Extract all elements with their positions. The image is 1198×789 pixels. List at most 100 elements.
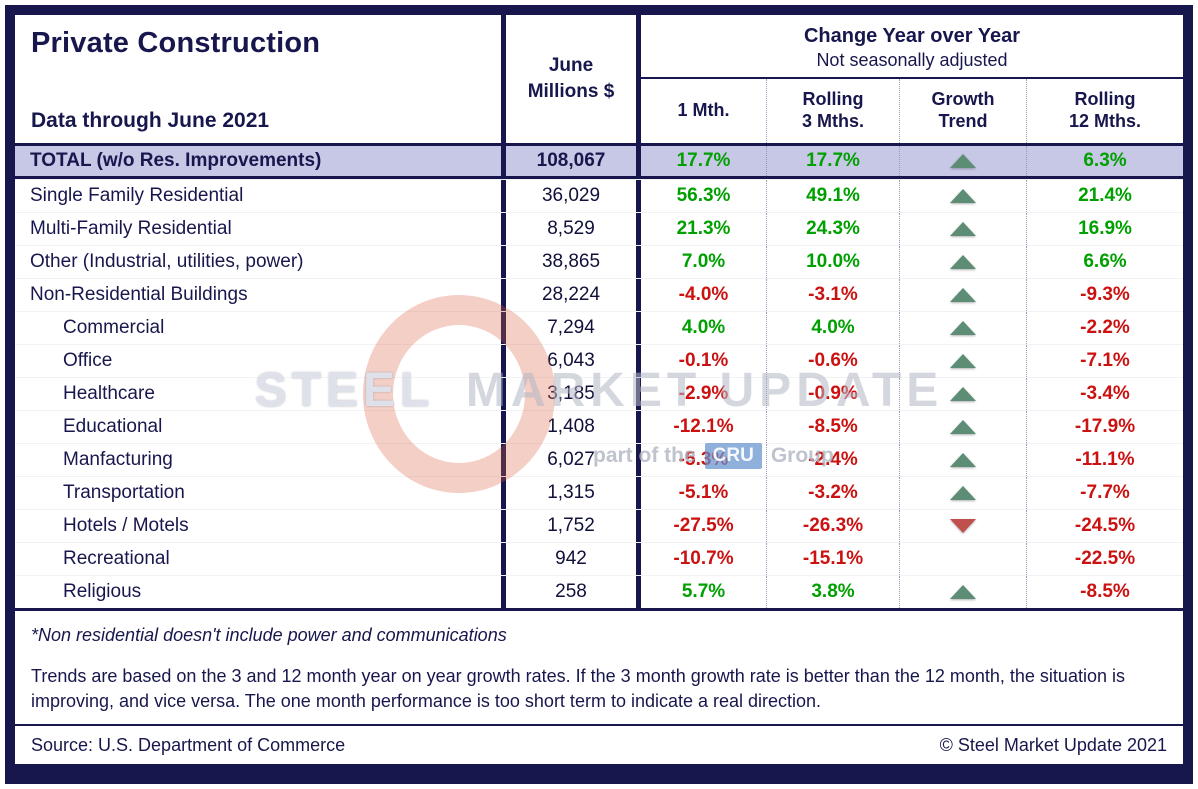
row-1mth-pct: 56.3% xyxy=(676,185,731,206)
source-label: Source: U.S. Department of Commerce xyxy=(31,734,346,755)
row-growth-trend xyxy=(899,444,1026,476)
table-header: Private Construction Data through June 2… xyxy=(15,15,1183,146)
row-growth-trend xyxy=(899,146,1026,176)
row-label: Healthcare xyxy=(63,383,155,404)
row-1mth-pct: -4.0% xyxy=(678,284,729,305)
trend-arrow-icon xyxy=(950,255,976,269)
row-1mth-pct: 4.0% xyxy=(681,317,726,338)
row-12mths-pct: -7.1% xyxy=(1026,345,1183,377)
row-3mths-pct: -26.3% xyxy=(766,510,899,542)
row-3mths-pct: 3.8% xyxy=(766,576,899,608)
trend-arrow-icon xyxy=(950,222,976,236)
change-subheaders: 1 Mth. Rolling 3 Mths. Growth Trend Roll… xyxy=(641,79,1183,143)
row-growth-trend xyxy=(899,411,1026,443)
table-row: Non-Residential Buildings 28,224 -4.0% -… xyxy=(15,278,1183,311)
row-label: Office xyxy=(63,350,113,371)
row-3mths-pct: 49.1% xyxy=(766,180,899,212)
row-3mths-pct: 4.0% xyxy=(766,312,899,344)
row-1mth-pct: 17.7% xyxy=(676,150,731,171)
row-12mths-pct: 21.4% xyxy=(1026,180,1183,212)
row-3mths-pct: -3.1% xyxy=(766,279,899,311)
row-millions: 6,027 xyxy=(501,444,641,476)
trend-arrow-icon xyxy=(950,585,976,599)
row-3mths-pct: 17.7% xyxy=(766,146,899,176)
row-growth-trend xyxy=(899,378,1026,410)
row-growth-trend xyxy=(899,510,1026,542)
change-group-title: Change Year over Year xyxy=(803,25,1021,47)
row-12mths-pct: 16.9% xyxy=(1026,213,1183,245)
row-3mths-pct: -2.4% xyxy=(766,444,899,476)
row-3mths-pct: -0.9% xyxy=(766,378,899,410)
trend-arrow-icon xyxy=(950,288,976,302)
millions-header-line1: June xyxy=(548,55,594,77)
table-row: Recreational 942 -10.7% -15.1% -22.5% xyxy=(15,542,1183,575)
row-3mths-pct: 10.0% xyxy=(766,246,899,278)
trend-arrow-icon xyxy=(950,453,976,467)
row-12mths-pct: 6.6% xyxy=(1026,246,1183,278)
table-row: Healthcare 3,185 -2.9% -0.9% -3.4% xyxy=(15,377,1183,410)
column-group-change: Change Year over Year Not seasonally adj… xyxy=(641,15,1183,143)
table-row: Educational 1,408 -12.1% -8.5% -17.9% xyxy=(15,410,1183,443)
row-millions: 7,294 xyxy=(501,312,641,344)
row-12mths-pct: 6.3% xyxy=(1026,146,1183,176)
table-row: Manfacturing 6,027 -5.3% -2.4% -11.1% xyxy=(15,443,1183,476)
row-growth-trend xyxy=(899,543,1026,575)
trend-arrow-icon xyxy=(950,420,976,434)
row-1mth-pct: -0.1% xyxy=(678,350,729,371)
row-label: Transportation xyxy=(63,482,185,503)
row-12mths-pct: -11.1% xyxy=(1026,444,1183,476)
row-1mth-pct: -2.9% xyxy=(678,383,729,404)
row-label: Manfacturing xyxy=(63,449,173,470)
row-1mth-pct: -5.1% xyxy=(678,482,729,503)
row-millions: 1,408 xyxy=(501,411,641,443)
row-1mth-pct: -27.5% xyxy=(673,515,734,536)
row-12mths-pct: -8.5% xyxy=(1026,576,1183,608)
row-growth-trend xyxy=(899,213,1026,245)
row-millions: 942 xyxy=(501,543,641,575)
report-body: STEEL MARKET UPDATE part of the CRU Grou… xyxy=(15,15,1183,764)
row-label: Commercial xyxy=(63,317,165,338)
trend-arrow-icon xyxy=(950,321,976,335)
row-1mth-pct: 7.0% xyxy=(681,251,726,272)
row-12mths-pct: -3.4% xyxy=(1026,378,1183,410)
row-12mths-pct: -24.5% xyxy=(1026,510,1183,542)
row-1mth-pct: -5.3% xyxy=(678,449,729,470)
row-growth-trend xyxy=(899,345,1026,377)
row-label: Other (Industrial, utilities, power) xyxy=(30,251,304,272)
row-label: Multi-Family Residential xyxy=(30,218,232,239)
row-label: Single Family Residential xyxy=(30,185,244,206)
row-millions: 8,529 xyxy=(501,213,641,245)
change-group-header: Change Year over Year Not seasonally adj… xyxy=(641,15,1183,79)
row-12mths-pct: -17.9% xyxy=(1026,411,1183,443)
column-header-1mth: 1 Mth. xyxy=(677,100,730,121)
row-millions: 258 xyxy=(501,576,641,608)
table-row: Religious 258 5.7% 3.8% -8.5% xyxy=(15,575,1183,608)
row-millions: 6,043 xyxy=(501,345,641,377)
row-3mths-pct: -3.2% xyxy=(766,477,899,509)
row-1mth-pct: 5.7% xyxy=(681,581,726,602)
trend-arrow-icon xyxy=(950,519,976,533)
table-body: TOTAL (w/o Res. Improvements) 108,067 17… xyxy=(15,146,1183,611)
row-millions: 1,315 xyxy=(501,477,641,509)
row-12mths-pct: -22.5% xyxy=(1026,543,1183,575)
row-1mth-pct: -12.1% xyxy=(673,416,734,437)
row-millions: 1,752 xyxy=(501,510,641,542)
trend-explanation: Trends are based on the 3 and 12 month y… xyxy=(31,666,1125,712)
row-growth-trend xyxy=(899,279,1026,311)
table-row: Multi-Family Residential 8,529 21.3% 24.… xyxy=(15,212,1183,245)
row-1mth-pct: -10.7% xyxy=(673,548,734,569)
row-12mths-pct: -7.7% xyxy=(1026,477,1183,509)
page-title: Private Construction xyxy=(31,27,321,59)
page-subtitle: Data through June 2021 xyxy=(31,109,270,132)
trend-arrow-icon xyxy=(950,387,976,401)
row-millions: 108,067 xyxy=(501,146,641,176)
row-millions: 36,029 xyxy=(501,180,641,212)
row-growth-trend xyxy=(899,312,1026,344)
row-label: Recreational xyxy=(63,548,170,569)
row-growth-trend xyxy=(899,180,1026,212)
trend-arrow-icon xyxy=(950,189,976,203)
row-growth-trend xyxy=(899,477,1026,509)
table-row: Transportation 1,315 -5.1% -3.2% -7.7% xyxy=(15,476,1183,509)
column-header-rolling-3mths: Rolling 3 Mths. xyxy=(766,79,899,143)
row-1mth-pct: 21.3% xyxy=(676,218,731,239)
